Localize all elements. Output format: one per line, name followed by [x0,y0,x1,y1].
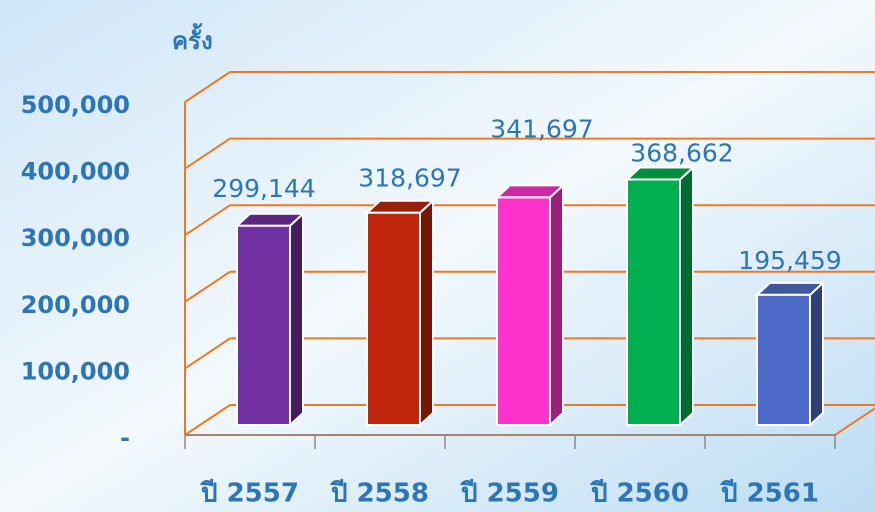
bar-top [624,166,696,181]
bar-side [809,280,824,428]
x-tick-label: ปี 2558 [330,479,429,509]
grid-line [184,71,875,103]
bar-side [419,198,434,428]
y-tick-label: 500,000 [21,91,130,119]
bar-top [364,199,436,214]
bar-top [494,184,566,199]
value-label: 368,662 [630,138,733,167]
y-tick-label: - [120,424,130,452]
grid-line [184,137,875,170]
value-label: 299,144 [212,174,315,203]
x-tick-label: ปี 2557 [200,479,299,509]
y-tick-label: 400,000 [21,158,130,186]
bar [626,178,681,426]
bar-side [549,183,564,428]
bar-side [289,211,304,428]
bar-side [679,165,694,428]
bar-top [754,281,826,296]
x-tick-label: ปี 2561 [720,479,819,509]
y-tick-label: 100,000 [21,357,130,385]
bar [366,211,421,426]
bar [496,196,551,426]
value-label: 195,459 [738,246,841,275]
value-label: 341,697 [490,114,593,143]
bar-top [234,212,306,227]
x-tick-label: ปี 2560 [590,479,689,509]
bar [756,293,811,426]
y-tick-label: 200,000 [21,291,130,319]
bar [236,224,291,426]
x-tick-label: ปี 2559 [460,479,559,509]
y-tick-label: 300,000 [21,224,130,252]
y-axis-label: ครั้ง [172,22,213,55]
value-label: 318,697 [358,164,461,193]
